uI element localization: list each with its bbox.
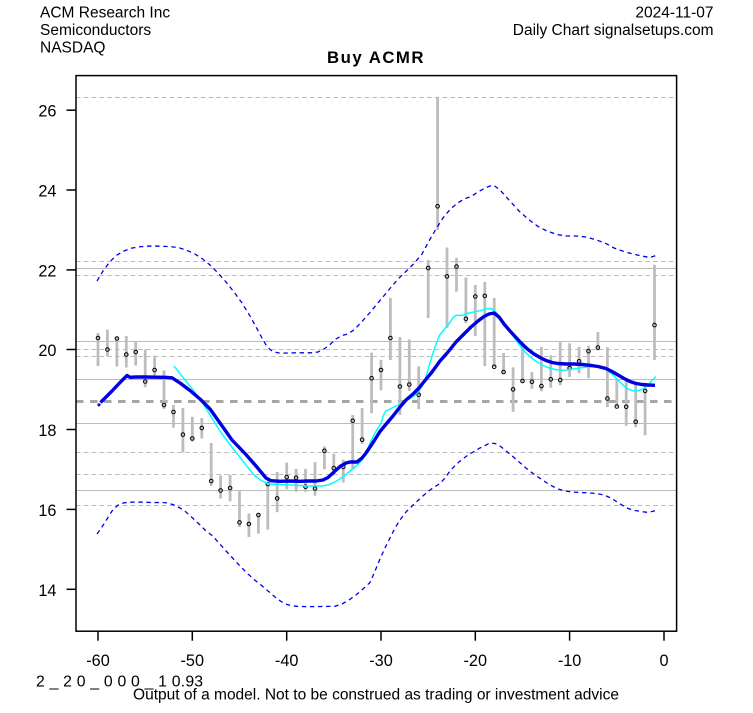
svg-text:20: 20 <box>38 342 56 360</box>
svg-text:Daily Chart signalsetups.com: Daily Chart signalsetups.com <box>513 22 714 39</box>
svg-text:0: 0 <box>659 652 668 670</box>
svg-text:18: 18 <box>38 422 56 440</box>
svg-text:-10: -10 <box>558 652 582 670</box>
svg-text:Buy ACMR: Buy ACMR <box>327 48 425 67</box>
svg-text:-60: -60 <box>86 652 110 670</box>
svg-text:-20: -20 <box>464 652 488 670</box>
svg-text:-50: -50 <box>181 652 205 670</box>
svg-text:Semiconductors: Semiconductors <box>40 22 151 39</box>
svg-text:NASDAQ: NASDAQ <box>40 40 105 57</box>
svg-text:Output of a model. Not to be c: Output of a model. Not to be construed a… <box>133 687 619 704</box>
svg-text:14: 14 <box>38 582 56 600</box>
svg-text:2 _ 2 0 _ 0 0 0 _ 1 0.93: 2 _ 2 0 _ 0 0 0 _ 1 0.93 <box>36 674 203 691</box>
svg-text:-40: -40 <box>275 652 299 670</box>
svg-text:26: 26 <box>38 103 56 121</box>
svg-text:-30: -30 <box>369 652 393 670</box>
svg-text:ACM Research Inc: ACM Research Inc <box>40 5 170 22</box>
svg-text:22: 22 <box>38 262 56 280</box>
svg-text:2024-11-07: 2024-11-07 <box>635 5 713 22</box>
svg-text:16: 16 <box>38 502 56 520</box>
svg-text:24: 24 <box>38 183 56 201</box>
